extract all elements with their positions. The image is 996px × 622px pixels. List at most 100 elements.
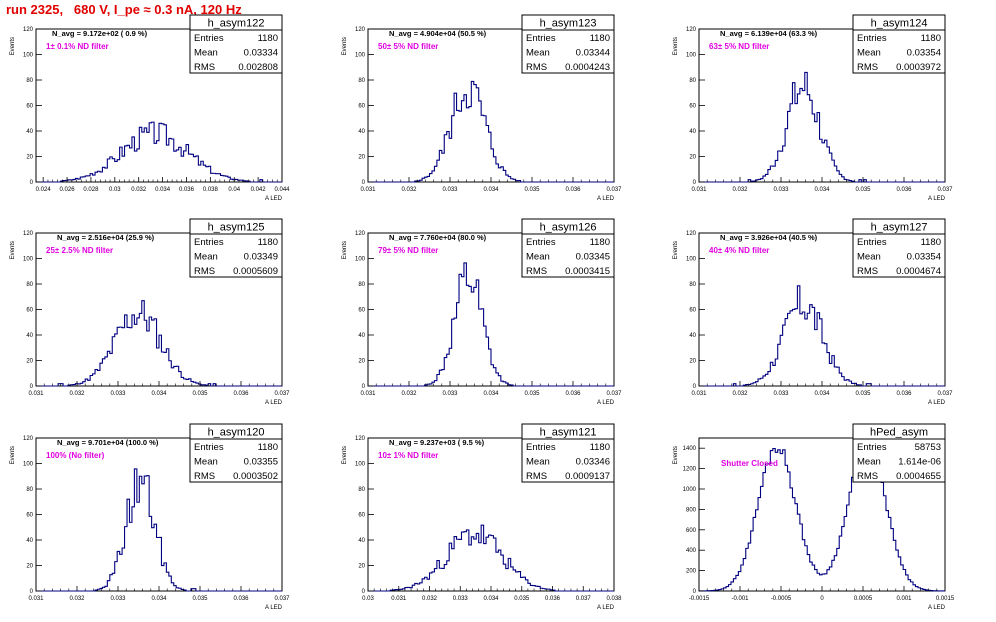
x-tick-label: 0.033 bbox=[442, 187, 458, 193]
filter-label: 79± 5% ND filter bbox=[378, 246, 438, 255]
y-axis-label: Events bbox=[673, 37, 679, 55]
stats-title: h_asym125 bbox=[208, 222, 265, 234]
y-tick-label: 100 bbox=[23, 462, 34, 468]
stats-title: h_asym124 bbox=[871, 18, 928, 30]
histogram-panel-h_asym127: 0.031 0.032 0.033 0.034 0.035 0.036 0.037 0 20 40… bbox=[673, 218, 953, 406]
stats-key: RMS bbox=[857, 62, 878, 73]
y-tick-label: 0 bbox=[362, 589, 366, 595]
filter-label: 25± 2.5% ND filter bbox=[46, 246, 113, 255]
y-tick-label: 40 bbox=[26, 333, 33, 339]
x-axis-label: A LED bbox=[597, 196, 615, 202]
x-tick-label: 0.034 bbox=[151, 391, 167, 397]
x-tick-label: 0.035 bbox=[514, 596, 530, 602]
y-tick-label: 100 bbox=[355, 462, 366, 468]
x-axis-label: A LED bbox=[597, 605, 615, 611]
y-axis-label: Events bbox=[10, 37, 16, 55]
y-tick-label: 0 bbox=[693, 589, 697, 595]
y-tick-label: 120 bbox=[23, 27, 34, 33]
histogram-panel-h_asym122: 0.024 0.026 0.028 0.03 0.032 0.034 0.036 0.038 0… bbox=[10, 14, 290, 202]
y-tick-label: 0 bbox=[362, 384, 366, 390]
y-tick-label: 100 bbox=[686, 257, 697, 263]
stats-key: RMS bbox=[526, 62, 547, 73]
stats-value: 0.0003972 bbox=[896, 62, 941, 73]
filter-label: 50± 5% ND filter bbox=[378, 42, 438, 51]
stats-box bbox=[852, 423, 946, 483]
y-axis-label: Events bbox=[342, 37, 348, 55]
x-tick-label: 0.032 bbox=[69, 596, 85, 602]
y-tick-label: 20 bbox=[26, 564, 33, 570]
x-tick-label: 0.03 bbox=[362, 596, 374, 602]
n-avg-label: N_avg = 2.516e+04 (25.9 %) bbox=[57, 233, 155, 242]
x-tick-label: 0.037 bbox=[576, 596, 592, 602]
y-tick-label: 1400 bbox=[683, 446, 697, 452]
x-tick-label: 0.036 bbox=[233, 596, 249, 602]
histogram-line bbox=[698, 441, 946, 592]
x-tick-label: 0.031 bbox=[391, 596, 407, 602]
stats-key: RMS bbox=[194, 471, 215, 482]
x-tick-label: 0.032 bbox=[732, 391, 748, 397]
stats-title: h_asym123 bbox=[540, 18, 597, 30]
x-tick-label: -0.0005 bbox=[771, 596, 792, 602]
y-tick-label: 60 bbox=[358, 104, 365, 110]
x-tick-label: 0.031 bbox=[28, 596, 44, 602]
stats-value: 0.0004243 bbox=[565, 62, 610, 73]
x-tick-label: 0.035 bbox=[524, 187, 540, 193]
stats-key: Mean bbox=[857, 252, 881, 263]
y-tick-label: 120 bbox=[355, 436, 366, 442]
run-title: run 2325, 680 V, I_pe ≈ 0.3 nA, 120 Hz bbox=[6, 2, 242, 17]
x-tick-label: 0.031 bbox=[691, 187, 707, 193]
stats-box bbox=[521, 14, 615, 74]
y-axis-label: Events bbox=[10, 241, 16, 259]
y-tick-label: 0 bbox=[30, 384, 34, 390]
histogram-line bbox=[36, 468, 282, 592]
stats-value: 1180 bbox=[590, 237, 610, 248]
n-avg-label: N_avg = 9.701e+04 (100.0 %) bbox=[57, 438, 159, 447]
x-tick-label: 0.033 bbox=[773, 391, 789, 397]
x-tick-label: 0.0005 bbox=[854, 596, 873, 602]
x-tick-label: 0.037 bbox=[937, 391, 953, 397]
y-tick-label: 60 bbox=[26, 308, 33, 314]
stats-key: Entries bbox=[194, 237, 224, 248]
stats-key: Mean bbox=[526, 48, 550, 59]
y-tick-label: 60 bbox=[358, 308, 365, 314]
y-tick-label: 0 bbox=[30, 589, 34, 595]
y-tick-label: 20 bbox=[358, 564, 365, 570]
histogram-panel-h_asym120: 0.031 0.032 0.033 0.034 0.035 0.036 0.037 0 20 40… bbox=[10, 423, 290, 611]
histogram-panel-h_asym126: 0.031 0.032 0.033 0.034 0.035 0.036 0.037 0 20 40… bbox=[342, 218, 622, 406]
x-tick-label: 0.038 bbox=[203, 187, 219, 193]
stats-box bbox=[189, 14, 283, 74]
stats-value: 0.03344 bbox=[576, 48, 610, 59]
x-axis-label: A LED bbox=[928, 605, 946, 611]
x-tick-label: 0.042 bbox=[251, 187, 267, 193]
y-tick-label: 40 bbox=[689, 129, 696, 135]
x-tick-label: 0.032 bbox=[131, 187, 147, 193]
stats-value: 0.0003502 bbox=[233, 471, 278, 482]
x-tick-label: 0.035 bbox=[192, 596, 208, 602]
y-tick-label: 100 bbox=[355, 53, 366, 59]
stats-value: 1180 bbox=[921, 237, 941, 248]
stats-key: Entries bbox=[857, 237, 887, 248]
x-tick-label: 0.035 bbox=[524, 391, 540, 397]
x-tick-label: 0.034 bbox=[151, 596, 167, 602]
stats-key: Entries bbox=[526, 237, 556, 248]
x-tick-label: 0.036 bbox=[896, 187, 912, 193]
y-tick-label: 80 bbox=[358, 78, 365, 84]
n-avg-label: N_avg = 3.926e+04 (40.5 %) bbox=[720, 233, 818, 242]
y-tick-label: 80 bbox=[689, 78, 696, 84]
y-axis-label: Events bbox=[342, 446, 348, 464]
y-tick-label: 80 bbox=[26, 78, 33, 84]
stats-value: 1180 bbox=[590, 442, 610, 453]
stats-title: h_asym120 bbox=[208, 427, 265, 439]
stats-value: 0.0005609 bbox=[233, 266, 278, 277]
y-tick-label: 200 bbox=[686, 569, 697, 575]
n-avg-label: N_avg = 9.172e+02 ( 0.9 %) bbox=[52, 29, 148, 38]
x-tick-label: 0.032 bbox=[422, 596, 438, 602]
y-tick-label: 80 bbox=[358, 487, 365, 493]
stats-value: 0.03354 bbox=[907, 252, 941, 263]
histogram-panel-h_asym121: 0.03 0.031 0.032 0.033 0.034 0.035 0.036 0.037 0… bbox=[342, 423, 622, 611]
y-tick-label: 40 bbox=[26, 129, 33, 135]
stats-box bbox=[852, 14, 946, 74]
y-tick-label: 0 bbox=[693, 384, 697, 390]
x-axis-label: A LED bbox=[928, 400, 946, 406]
